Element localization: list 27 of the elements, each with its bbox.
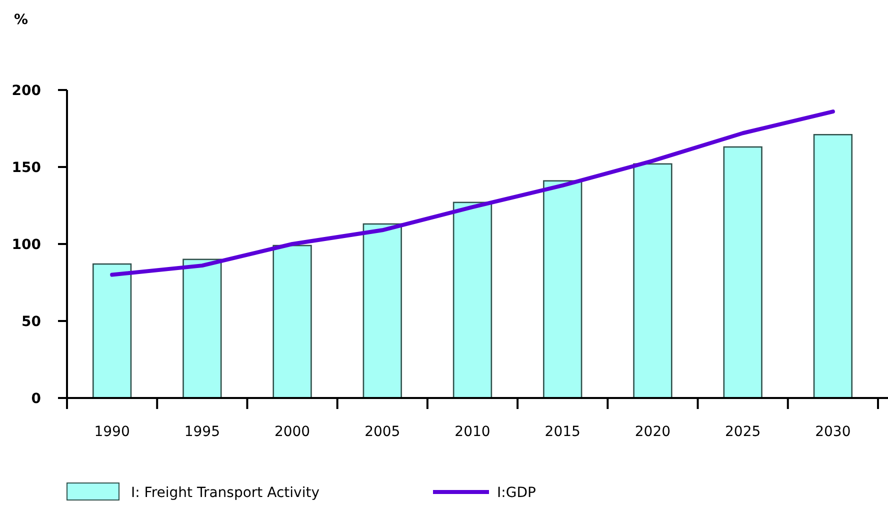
x-tick-label: 1990 xyxy=(94,424,130,440)
bar xyxy=(813,134,853,399)
legend-label: I:GDP xyxy=(497,484,536,501)
x-tick-label: 2005 xyxy=(364,424,400,440)
x-tick-label: 2015 xyxy=(544,424,580,440)
y-tick-label: 150 xyxy=(12,160,42,176)
legend-label: I: Freight Transport Activity xyxy=(131,484,320,501)
bar xyxy=(92,263,132,399)
line-series xyxy=(110,110,835,277)
x-tick-label: 2000 xyxy=(274,424,310,440)
x-tick-label: 2030 xyxy=(815,424,851,440)
bar xyxy=(723,146,762,399)
x-tick-label: 2010 xyxy=(454,424,490,440)
bar xyxy=(543,180,582,399)
y-axis-title: % xyxy=(14,12,28,28)
x-tick-label: 2020 xyxy=(634,424,671,440)
bar xyxy=(633,163,672,399)
bar xyxy=(272,244,312,399)
x-tick-label: 1995 xyxy=(184,424,220,440)
y-tick-label: 50 xyxy=(22,314,42,330)
y-tick-label: 100 xyxy=(12,236,42,253)
y-tick-label: 0 xyxy=(31,390,42,407)
bar xyxy=(452,202,492,399)
y-tick-label: 200 xyxy=(12,82,42,99)
x-tick-label: 2025 xyxy=(725,424,761,440)
bar xyxy=(182,258,222,399)
bar xyxy=(362,223,402,399)
